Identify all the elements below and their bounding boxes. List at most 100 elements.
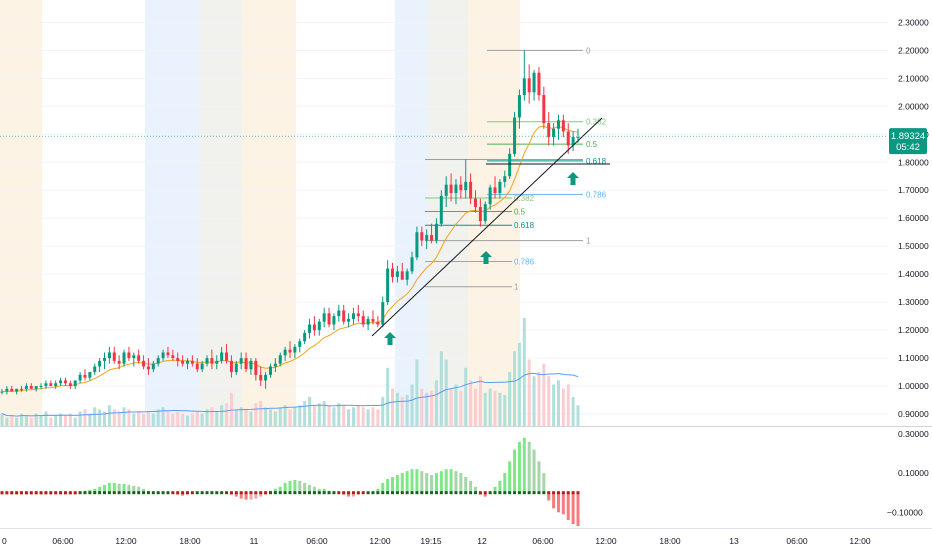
candle-body	[298, 341, 302, 347]
price-tick: 2.20000	[898, 45, 929, 55]
volume-bar	[73, 417, 77, 426]
osc-bar	[98, 486, 102, 493]
volume-bar	[517, 342, 521, 426]
candle-body	[117, 360, 121, 364]
candle-body	[400, 271, 404, 280]
osc-tick: 0.30000	[898, 429, 929, 439]
osc-zero-dot	[93, 491, 97, 495]
osc-zero-dot	[493, 491, 497, 495]
osc-zero-dot	[361, 491, 365, 495]
candle-body	[166, 352, 170, 356]
volume-bar	[332, 407, 336, 426]
candle	[439, 190, 443, 227]
price-tick: 1.00000	[898, 381, 929, 391]
volume-bar	[29, 417, 33, 426]
candle	[181, 355, 185, 367]
osc-zero-dot	[478, 491, 482, 495]
volume-bar	[439, 351, 443, 426]
volume-bar	[400, 396, 404, 426]
fib-lower-label: 0.786	[514, 258, 535, 267]
osc-zero-dot	[556, 491, 560, 495]
volume-bar	[24, 415, 28, 426]
candle-body	[303, 332, 307, 342]
candle-body	[200, 363, 204, 370]
osc-bar	[425, 473, 429, 493]
volume-bar	[381, 396, 385, 426]
candle-body	[264, 374, 268, 381]
osc-zero-dot	[332, 491, 336, 495]
osc-bar	[542, 473, 546, 493]
volume-bar	[44, 411, 48, 426]
osc-bar	[405, 471, 409, 493]
oscillator-axis[interactable]: 0.30000 0.10000 −0.10000	[887, 429, 929, 517]
candle	[464, 159, 468, 199]
osc-zero-dot	[459, 491, 463, 495]
price-tick: 2.30000	[898, 17, 929, 27]
candle	[283, 346, 287, 361]
osc-zero-dot	[29, 491, 33, 495]
candle-body	[63, 380, 67, 384]
candle	[146, 358, 150, 375]
candle-body	[34, 386, 38, 389]
volume-bar	[63, 415, 67, 426]
osc-zero-dot	[229, 491, 233, 495]
osc-zero-dot	[391, 491, 395, 495]
candle	[220, 346, 224, 364]
candle	[537, 67, 541, 101]
candle-body	[283, 349, 287, 356]
osc-bar	[254, 492, 258, 499]
time-axis[interactable]: 0 06:00 12:00 18:00 11 06:00 12:00 19:15 12 06:00…	[2, 536, 871, 546]
trendlines[interactable]	[371, 117, 610, 337]
candle-body	[249, 360, 253, 370]
arrow-markers[interactable]	[384, 172, 579, 345]
time-tick: 18:00	[659, 536, 681, 546]
fibonacci-retracements[interactable]: 0 0.382 0.5 0.618 0.786 0.382 0.5 0.618 0.786 1 1	[425, 46, 607, 292]
volume-bar	[34, 413, 38, 426]
osc-zero-dot	[430, 491, 434, 495]
candle-body	[10, 388, 14, 392]
candle-body	[576, 137, 580, 139]
volume-bar	[351, 407, 355, 426]
volume-bar	[210, 407, 214, 426]
candle	[517, 89, 521, 129]
volume-bar	[532, 376, 536, 426]
volume-bar	[454, 384, 458, 426]
volume-bar	[49, 417, 53, 426]
volume-bar	[215, 411, 219, 426]
up-arrow-icon	[384, 332, 396, 345]
time-tick: 12:00	[849, 536, 871, 546]
candle	[361, 310, 365, 328]
osc-zero-dot	[15, 491, 19, 495]
last-price-value: 1.89324	[891, 131, 925, 142]
volume-bar	[556, 380, 560, 426]
candle	[24, 383, 28, 392]
time-tick: 06:00	[306, 536, 328, 546]
osc-bar	[430, 475, 434, 493]
osc-zero-dot	[244, 491, 248, 495]
osc-zero-dot	[171, 491, 175, 495]
fib-upper-label: 0	[586, 46, 591, 55]
osc-zero-dot	[386, 491, 390, 495]
volume-bar	[469, 380, 473, 426]
candle	[503, 170, 507, 188]
candle	[434, 218, 438, 244]
candle-body	[229, 360, 233, 373]
price-axis[interactable]: 2.300002.200002.100002.000001.900001.800…	[898, 17, 929, 419]
candle-body	[332, 316, 336, 325]
candle	[425, 229, 429, 249]
osc-bar	[249, 492, 253, 500]
candle	[566, 123, 570, 154]
candle	[322, 307, 326, 328]
osc-bar	[527, 441, 531, 493]
candle-body	[244, 358, 248, 370]
candle	[556, 114, 560, 140]
candle	[522, 50, 526, 101]
osc-bar	[322, 488, 326, 493]
osc-bar	[473, 486, 477, 493]
candles[interactable]	[0, 50, 580, 395]
osc-zero-dot	[10, 491, 14, 495]
volume-bar	[288, 409, 292, 426]
candle	[337, 304, 341, 322]
